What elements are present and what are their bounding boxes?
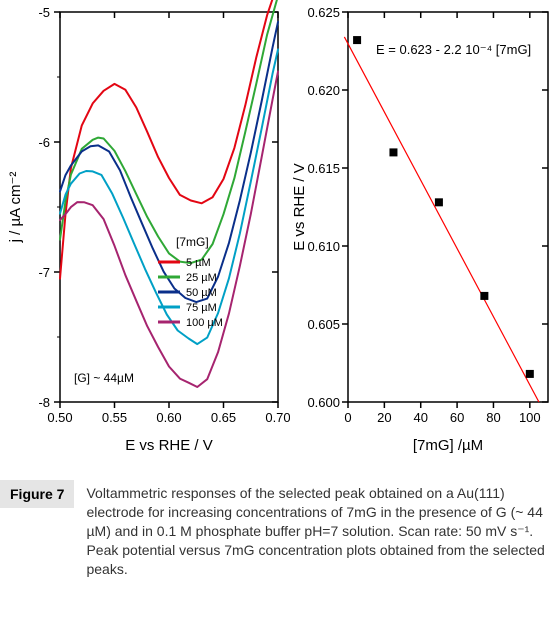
figure-label: Figure 7	[0, 480, 74, 508]
svg-text:100 µM: 100 µM	[186, 317, 223, 329]
calibration-svg: 0.600 0.605 0.610 0.615 0.620 0.625 0 20 40 60 80 1…	[290, 0, 560, 474]
svg-text:E = 0.623 - 2.2 10⁻⁴ [7mG]: E = 0.623 - 2.2 10⁻⁴ [7mG]	[376, 42, 531, 57]
svg-text:-8: -8	[38, 395, 50, 410]
voltammetry-chart: -8 -7 -6 -5 0.50 0.55 0.60 0.65 0.70 E vs RHE / V…	[0, 0, 290, 474]
svg-text:-7: -7	[38, 265, 50, 280]
svg-text:0.65: 0.65	[211, 410, 236, 425]
svg-text:E vs RHE / V: E vs RHE / V	[291, 163, 308, 251]
svg-text:100: 100	[519, 410, 541, 425]
svg-text:0.60: 0.60	[156, 410, 181, 425]
figure-caption: Figure 7 Voltammetric responses of the s…	[0, 480, 560, 578]
svg-text:0.50: 0.50	[47, 410, 72, 425]
voltammetry-svg: -8 -7 -6 -5 0.50 0.55 0.60 0.65 0.70 E vs RHE / V…	[0, 0, 290, 474]
svg-text:40: 40	[413, 410, 427, 425]
svg-text:0.615: 0.615	[307, 161, 340, 176]
figure-7-page: -8 -7 -6 -5 0.50 0.55 0.60 0.65 0.70 E vs RHE / V…	[0, 0, 560, 623]
svg-text:25 µM: 25 µM	[186, 272, 217, 284]
svg-text:0.55: 0.55	[102, 410, 127, 425]
svg-text:50 µM: 50 µM	[186, 287, 217, 299]
svg-text:0.600: 0.600	[307, 395, 340, 410]
figure-text: Voltammetric responses of the selected p…	[86, 480, 560, 578]
svg-text:0.70: 0.70	[265, 410, 290, 425]
svg-text:5 µM: 5 µM	[186, 257, 211, 269]
svg-text:0.610: 0.610	[307, 239, 340, 254]
svg-text:0.620: 0.620	[307, 83, 340, 98]
svg-text:[7mG]: [7mG]	[176, 235, 209, 249]
svg-text:[7mG] /µM: [7mG] /µM	[413, 437, 483, 454]
svg-text:-6: -6	[38, 135, 50, 150]
svg-text:0.605: 0.605	[307, 317, 340, 332]
svg-text:80: 80	[486, 410, 500, 425]
svg-text:0: 0	[344, 410, 351, 425]
charts-row: -8 -7 -6 -5 0.50 0.55 0.60 0.65 0.70 E vs RHE / V…	[0, 0, 560, 474]
svg-text:0.625: 0.625	[307, 5, 340, 20]
svg-text:75 µM: 75 µM	[186, 302, 217, 314]
calibration-chart: 0.600 0.605 0.610 0.615 0.620 0.625 0 20 40 60 80 1…	[290, 0, 560, 474]
svg-text:60: 60	[450, 410, 464, 425]
svg-text:20: 20	[377, 410, 391, 425]
svg-text:-5: -5	[38, 5, 50, 20]
svg-text:j / µA cm⁻²: j / µA cm⁻²	[7, 172, 24, 244]
svg-text:[G] ~ 44µM: [G] ~ 44µM	[74, 371, 134, 385]
svg-text:E vs RHE / V: E vs RHE / V	[125, 437, 213, 454]
